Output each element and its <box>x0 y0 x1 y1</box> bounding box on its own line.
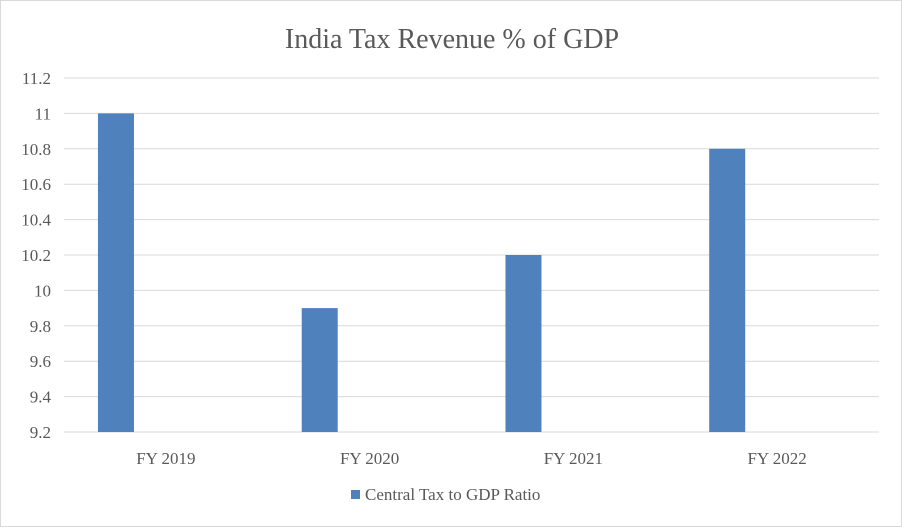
y-tick-label: 10.4 <box>21 211 51 230</box>
legend: Central Tax to GDP Ratio <box>351 485 540 504</box>
bar-fy-2020 <box>301 308 338 432</box>
y-tick-label: 9.4 <box>30 388 52 407</box>
x-axis-tick-labels: FY 2019 FY 2020 FY 2021 FY 2022 <box>136 449 807 468</box>
chart-title: India Tax Revenue % of GDP <box>285 24 619 55</box>
bar-fy-2021 <box>505 255 542 432</box>
y-tick-label: 9.6 <box>30 352 51 371</box>
legend-swatch <box>351 490 360 499</box>
x-tick-label: FY 2021 <box>544 449 603 468</box>
gridlines <box>64 77 879 433</box>
y-tick-label: 10.2 <box>21 246 51 265</box>
bars <box>97 113 746 433</box>
y-tick-label: 10.6 <box>21 175 51 194</box>
y-tick-label: 11 <box>35 104 51 123</box>
y-axis-tick-labels: 9.2 9.4 9.6 9.8 10 10.2 10.4 10.6 10.8 11 11.2 <box>21 69 51 442</box>
y-tick-label: 10.8 <box>21 140 51 159</box>
y-tick-label: 9.8 <box>30 317 51 336</box>
bar-fy-2019 <box>97 113 134 433</box>
y-tick-label: 11.2 <box>22 69 51 88</box>
x-tick-label: FY 2020 <box>340 449 399 468</box>
y-tick-label: 9.2 <box>30 423 51 442</box>
y-tick-label: 10 <box>34 281 51 300</box>
x-tick-label: FY 2019 <box>136 449 195 468</box>
legend-label: Central Tax to GDP Ratio <box>365 485 540 504</box>
bar-fy-2022 <box>709 148 746 433</box>
x-tick-label: FY 2022 <box>747 449 806 468</box>
